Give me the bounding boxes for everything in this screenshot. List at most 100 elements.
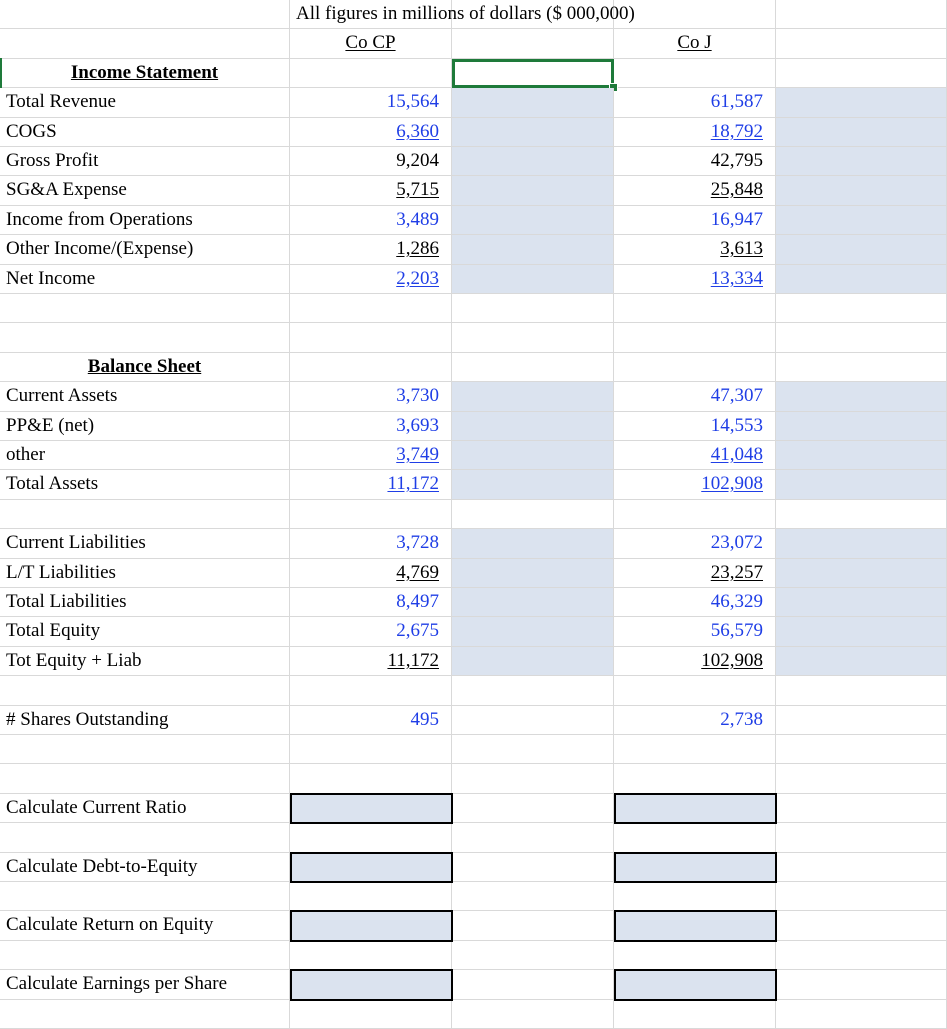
company-a-value[interactable]: 3,728: [290, 529, 452, 559]
company-b-answer-box[interactable]: [614, 910, 777, 942]
units-header[interactable]: All figures in millions of dollars ($ 00…: [290, 0, 776, 29]
input-cell[interactable]: [776, 265, 947, 294]
company-a-header[interactable]: Co CP: [290, 29, 452, 59]
empty-cell[interactable]: [0, 823, 290, 853]
empty-cell[interactable]: [0, 882, 290, 911]
empty-cell[interactable]: [776, 911, 947, 941]
input-cell[interactable]: [776, 529, 947, 559]
empty-cell[interactable]: [614, 823, 776, 853]
empty-cell[interactable]: [614, 882, 776, 911]
empty-cell[interactable]: [0, 29, 290, 59]
company-a-value[interactable]: 3,730: [290, 382, 452, 412]
row-label[interactable]: Net Income: [0, 265, 290, 294]
empty-cell[interactable]: [614, 676, 776, 706]
empty-cell[interactable]: [452, 323, 614, 353]
input-cell[interactable]: [776, 441, 947, 470]
company-a-shares[interactable]: 495: [290, 706, 452, 735]
empty-cell[interactable]: [290, 323, 452, 353]
input-cell[interactable]: [452, 176, 614, 206]
row-label[interactable]: Gross Profit: [0, 147, 290, 176]
company-b-value[interactable]: 56,579: [614, 617, 776, 647]
company-a-value[interactable]: 1,286: [290, 235, 452, 265]
row-label[interactable]: Total Revenue: [0, 88, 290, 118]
empty-cell[interactable]: [452, 353, 614, 382]
row-label[interactable]: L/T Liabilities: [0, 559, 290, 588]
row-label[interactable]: Income from Operations: [0, 206, 290, 235]
balance-sheet-title[interactable]: Balance Sheet: [0, 353, 290, 382]
empty-cell[interactable]: [290, 294, 452, 323]
empty-cell[interactable]: [614, 941, 776, 970]
input-cell[interactable]: [776, 88, 947, 118]
input-cell[interactable]: [452, 265, 614, 294]
company-b-answer-box[interactable]: [614, 969, 777, 1001]
input-cell[interactable]: [452, 118, 614, 147]
company-b-value[interactable]: 25,848: [614, 176, 776, 206]
input-cell[interactable]: [452, 147, 614, 176]
input-cell[interactable]: [776, 118, 947, 147]
empty-cell[interactable]: [614, 735, 776, 764]
row-label[interactable]: PP&E (net): [0, 412, 290, 441]
empty-cell[interactable]: [776, 500, 947, 529]
calculation-label[interactable]: Calculate Current Ratio: [0, 794, 290, 823]
company-b-value[interactable]: 23,257: [614, 559, 776, 588]
company-b-value[interactable]: 61,587: [614, 88, 776, 118]
company-b-value[interactable]: 14,553: [614, 412, 776, 441]
row-label[interactable]: Current Liabilities: [0, 529, 290, 559]
empty-cell[interactable]: [452, 764, 614, 794]
row-label[interactable]: COGS: [0, 118, 290, 147]
empty-cell[interactable]: [452, 294, 614, 323]
company-a-answer-box[interactable]: [290, 793, 453, 824]
input-cell[interactable]: [776, 617, 947, 647]
empty-cell[interactable]: [776, 764, 947, 794]
input-cell[interactable]: [776, 382, 947, 412]
income-statement-title[interactable]: Income Statement: [0, 59, 290, 88]
input-cell[interactable]: [776, 588, 947, 617]
empty-cell[interactable]: [776, 970, 947, 1000]
input-cell[interactable]: [452, 441, 614, 470]
empty-cell[interactable]: [452, 970, 614, 1000]
input-cell[interactable]: [776, 559, 947, 588]
empty-cell[interactable]: [614, 323, 776, 353]
company-b-value[interactable]: 23,072: [614, 529, 776, 559]
company-a-value[interactable]: 15,564: [290, 88, 452, 118]
empty-cell[interactable]: [776, 1000, 947, 1029]
selected-cell[interactable]: [452, 59, 614, 88]
empty-cell[interactable]: [614, 59, 776, 88]
empty-cell[interactable]: [452, 823, 614, 853]
empty-cell[interactable]: [776, 882, 947, 911]
input-cell[interactable]: [452, 588, 614, 617]
empty-cell[interactable]: [452, 911, 614, 941]
company-a-answer-box[interactable]: [290, 910, 453, 942]
row-label[interactable]: other: [0, 441, 290, 470]
empty-cell[interactable]: [776, 294, 947, 323]
input-cell[interactable]: [452, 412, 614, 441]
row-label[interactable]: Total Liabilities: [0, 588, 290, 617]
empty-cell[interactable]: [776, 59, 947, 88]
empty-cell[interactable]: [0, 1000, 290, 1029]
input-cell[interactable]: [776, 147, 947, 176]
empty-cell[interactable]: [614, 500, 776, 529]
empty-cell[interactable]: [614, 764, 776, 794]
row-label[interactable]: Total Assets: [0, 470, 290, 500]
company-a-value[interactable]: 3,693: [290, 412, 452, 441]
input-cell[interactable]: [776, 206, 947, 235]
empty-cell[interactable]: [776, 0, 947, 29]
company-b-value[interactable]: 42,795: [614, 147, 776, 176]
empty-cell[interactable]: [776, 853, 947, 882]
empty-cell[interactable]: [290, 941, 452, 970]
empty-cell[interactable]: [452, 1000, 614, 1029]
empty-cell[interactable]: [614, 353, 776, 382]
company-a-value[interactable]: 8,497: [290, 588, 452, 617]
company-b-value[interactable]: 3,613: [614, 235, 776, 265]
input-cell[interactable]: [452, 559, 614, 588]
company-b-value[interactable]: 18,792: [614, 118, 776, 147]
empty-cell[interactable]: [0, 941, 290, 970]
empty-cell[interactable]: [776, 823, 947, 853]
company-a-value[interactable]: 2,675: [290, 617, 452, 647]
input-cell[interactable]: [452, 529, 614, 559]
company-a-value[interactable]: 3,489: [290, 206, 452, 235]
company-b-shares[interactable]: 2,738: [614, 706, 776, 735]
company-a-value[interactable]: 11,172: [290, 470, 452, 500]
company-a-value[interactable]: 4,769: [290, 559, 452, 588]
empty-cell[interactable]: [290, 59, 452, 88]
